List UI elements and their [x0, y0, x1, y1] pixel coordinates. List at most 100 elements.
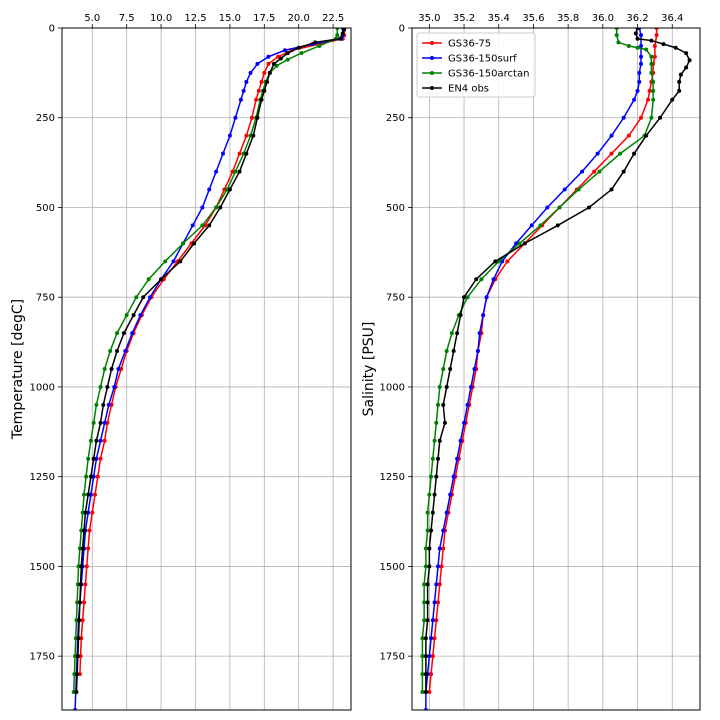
sal-data-point	[468, 384, 473, 389]
sal-data-point	[576, 187, 581, 192]
sal-data-point	[425, 618, 430, 623]
temp-data-point	[78, 582, 83, 587]
temp-data-point	[221, 151, 226, 156]
temp-data-point	[79, 564, 84, 569]
sal-x-tick-label: 36.2	[626, 13, 648, 24]
sal-data-point	[522, 241, 527, 246]
temp-data-point	[72, 672, 77, 677]
temp-data-point	[266, 54, 271, 59]
temp-data-point	[265, 79, 270, 84]
temp-data-point	[249, 115, 254, 120]
sal-data-point	[432, 438, 437, 443]
sal-data-point	[434, 618, 439, 623]
temp-x-tick-label: 7.5	[119, 13, 135, 24]
sal-legend-item: EN4 obs	[422, 84, 489, 95]
temp-data-point	[98, 438, 103, 443]
temp-series-3	[74, 28, 347, 695]
sal-data-point	[647, 88, 652, 93]
temp-data-point	[254, 97, 259, 102]
sal-data-point	[649, 70, 654, 75]
temp-data-point	[313, 40, 318, 45]
sal-legend-label: GS36-150surf	[448, 54, 517, 65]
temp-data-point	[84, 474, 89, 479]
temp-data-point	[237, 169, 242, 174]
sal-y-tick-label: 1750	[380, 652, 405, 663]
temp-data-point	[90, 510, 95, 515]
temp-data-point	[80, 510, 85, 515]
sal-legend-box	[416, 32, 536, 98]
sal-data-point	[437, 546, 442, 551]
temp-y-tick-label: 250	[36, 113, 55, 124]
temp-data-point	[98, 420, 103, 425]
temp-data-point	[163, 259, 168, 264]
sal-data-point	[481, 313, 486, 318]
temp-data-point	[241, 88, 246, 93]
temp-y-tick-label: 1750	[30, 652, 55, 663]
temp-x-tick-label: 15.0	[219, 13, 241, 24]
temp-data-point	[112, 384, 117, 389]
sal-data-point	[684, 51, 689, 56]
temp-data-point	[105, 384, 110, 389]
sal-data-point	[609, 187, 614, 192]
temp-data-point	[214, 169, 219, 174]
sal-data-point	[430, 456, 435, 461]
sal-data-point	[444, 384, 449, 389]
temp-data-point	[178, 259, 183, 264]
sal-data-point	[437, 582, 442, 587]
sal-series-1	[423, 28, 644, 710]
temp-data-point	[75, 582, 80, 587]
sal-data-point	[632, 97, 637, 102]
temp-data-point	[79, 636, 84, 641]
temp-y-tick-label: 1500	[30, 562, 55, 573]
sal-x-tick-label: 36.4	[661, 13, 683, 24]
sal-data-point	[429, 528, 434, 533]
sal-data-point	[649, 38, 654, 43]
sal-data-point	[474, 277, 479, 282]
sal-data-point	[458, 438, 463, 443]
sal-legend-label: GS36-150arctan	[448, 69, 529, 80]
temp-data-point	[105, 420, 110, 425]
sal-data-point	[477, 331, 482, 336]
sal-series-2	[420, 28, 656, 695]
temp-data-point	[138, 313, 143, 318]
temp-data-point	[141, 295, 146, 300]
sal-data-point	[434, 582, 439, 587]
temp-data-point	[115, 349, 120, 354]
sal-y-tick-label: 1000	[380, 382, 405, 393]
sal-data-point	[427, 690, 432, 695]
sal-data-point	[449, 331, 454, 336]
temp-data-point	[271, 61, 276, 66]
temp-data-point	[84, 564, 89, 569]
temp-data-point	[233, 169, 238, 174]
sal-x-tick-label: 36.0	[592, 13, 614, 24]
sal-data-point	[649, 115, 654, 120]
temp-x-tick-label: 22.5	[322, 13, 344, 24]
sal-data-point	[436, 402, 441, 407]
sal-data-point	[425, 510, 430, 515]
temp-data-point	[80, 546, 85, 551]
sal-data-point	[442, 420, 447, 425]
temp-data-point	[77, 618, 82, 623]
sal-legend: GS36-75 GS36-150surf GS36-150arctan EN4 obs	[416, 32, 536, 98]
temp-data-point	[248, 70, 253, 75]
sal-data-point	[441, 546, 446, 551]
temp-data-point	[77, 672, 82, 677]
temp-data-point	[94, 438, 99, 443]
sal-data-point	[451, 474, 456, 479]
sal-data-point	[423, 654, 428, 659]
sal-data-point	[586, 205, 591, 210]
sal-legend-label: EN4 obs	[448, 84, 489, 95]
temp-data-point	[119, 367, 124, 371]
temp-data-point	[83, 582, 88, 587]
sal-data-point	[652, 54, 657, 59]
sal-data-point	[592, 169, 597, 174]
temp-data-point	[181, 241, 186, 246]
sal-data-point	[427, 492, 432, 497]
temp-data-point	[233, 115, 238, 120]
temp-data-point	[251, 133, 256, 138]
temp-data-point	[203, 223, 208, 228]
temp-data-point	[285, 51, 290, 56]
temp-data-point	[78, 654, 83, 659]
temp-data-point	[225, 187, 230, 192]
sal-data-point	[597, 169, 602, 174]
